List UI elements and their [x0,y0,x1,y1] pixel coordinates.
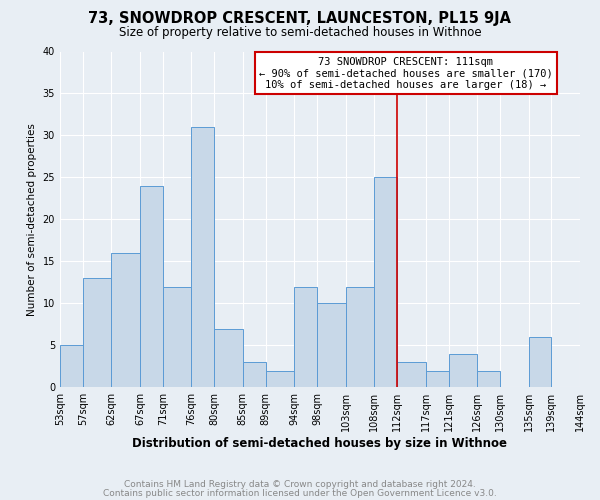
Bar [397,362,425,388]
Bar [266,370,294,388]
Bar [163,286,191,388]
Bar [214,328,243,388]
Text: Size of property relative to semi-detached houses in Withnoe: Size of property relative to semi-detach… [119,26,481,39]
Text: 73, SNOWDROP CRESCENT, LAUNCESTON, PL15 9JA: 73, SNOWDROP CRESCENT, LAUNCESTON, PL15 … [89,12,511,26]
Bar [580,337,600,388]
Y-axis label: Number of semi-detached properties: Number of semi-detached properties [27,123,37,316]
Text: 73 SNOWDROP CRESCENT: 111sqm
← 90% of semi-detached houses are smaller (170)
10%: 73 SNOWDROP CRESCENT: 111sqm ← 90% of se… [259,56,553,90]
Text: Contains public sector information licensed under the Open Government Licence v3: Contains public sector information licen… [103,488,497,498]
Text: Contains HM Land Registry data © Crown copyright and database right 2024.: Contains HM Land Registry data © Crown c… [124,480,476,489]
Bar [317,304,346,388]
X-axis label: Distribution of semi-detached houses by size in Withnoe: Distribution of semi-detached houses by … [133,437,508,450]
Bar [83,278,112,388]
Bar [294,286,317,388]
Bar [425,370,449,388]
Bar [374,178,397,388]
Bar [529,337,551,388]
Bar [112,253,140,388]
Bar [60,346,83,388]
Bar [243,362,266,388]
Bar [140,186,163,388]
Bar [346,286,374,388]
Bar [191,127,214,388]
Bar [449,354,477,388]
Bar [477,370,500,388]
